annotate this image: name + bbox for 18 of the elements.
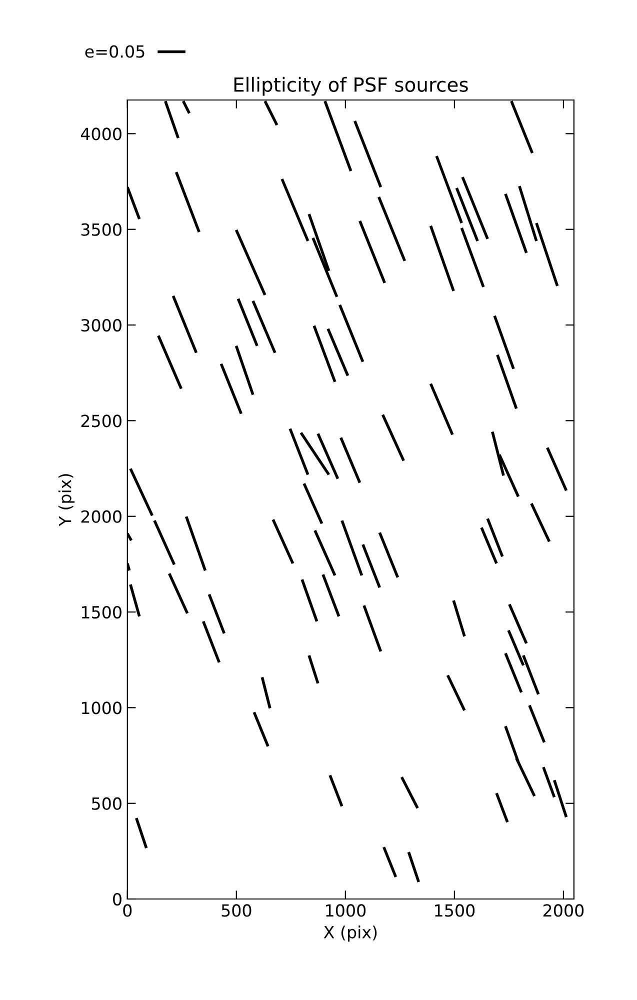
x-axis-title: X (pix)	[324, 926, 377, 942]
y-tick-label: 4000	[80, 128, 122, 140]
y-tick-label: 3000	[81, 318, 122, 332]
x-tick-label: 2000	[543, 904, 584, 917]
y-tick-label: 2500	[81, 414, 122, 428]
y-tick-label: 1000	[82, 702, 122, 714]
y-axis-title: Y (pix)	[58, 474, 75, 526]
x-tick-label: 1000	[326, 904, 366, 917]
x-tick-label: 0	[123, 904, 132, 917]
legend-label: e=0.05	[85, 45, 144, 58]
chart-title: Ellipticity of PSF sources	[234, 76, 468, 96]
y-tick-label: 3500	[81, 223, 122, 236]
y-tick-label: 0	[113, 892, 122, 906]
y-tick-label: 1500	[82, 606, 122, 619]
x-tick-label: 500	[222, 904, 252, 917]
y-tick-label: 2000	[81, 510, 122, 523]
y-tick-label: 500	[92, 797, 122, 810]
x-tick-label: 1500	[435, 904, 475, 917]
